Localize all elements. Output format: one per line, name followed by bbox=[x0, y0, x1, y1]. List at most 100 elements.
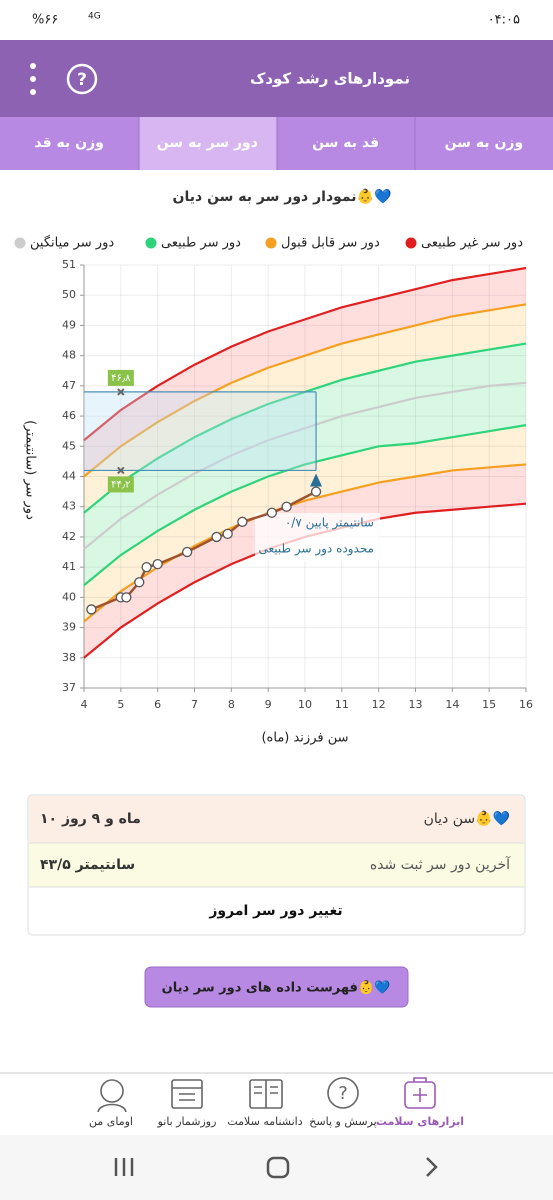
nav-glyph: ? bbox=[338, 1083, 348, 1104]
y-tick-label: 48 bbox=[62, 349, 76, 362]
menu-button[interactable] bbox=[30, 63, 36, 95]
x-tick-label: 15 bbox=[482, 698, 496, 711]
y-tick-label: 42 bbox=[62, 530, 76, 543]
ref-marker bbox=[117, 466, 125, 475]
x-tick-label: 16 bbox=[519, 698, 533, 711]
y-tick-label: 51 bbox=[62, 258, 76, 271]
child-point bbox=[211, 531, 222, 543]
legend-swatch bbox=[405, 237, 417, 249]
legend-label: دور سر غیر طبیعی bbox=[421, 236, 523, 251]
child-point bbox=[281, 501, 292, 512]
x-tick-label: 9 bbox=[265, 698, 272, 711]
nav-label[interactable]: دانشنامه سلامت bbox=[227, 1115, 302, 1128]
x-tick-label: 10 bbox=[298, 698, 312, 711]
card-value: ۴۳/۵ سانتیمتر bbox=[40, 857, 135, 873]
battery: %۶۶ bbox=[32, 13, 58, 28]
legend-swatch bbox=[14, 237, 26, 249]
child-point bbox=[152, 558, 163, 570]
legend-label: دور سر طبیعی bbox=[161, 236, 241, 251]
y-axis-label: دور سر (سانتیمتر) bbox=[23, 420, 38, 520]
help-button[interactable] bbox=[66, 63, 98, 95]
card-value: ۱۰ ماه و ۹ روز bbox=[40, 811, 141, 827]
app-bar bbox=[0, 40, 553, 117]
y-tick-label: 44 bbox=[62, 470, 76, 483]
card-action[interactable]: تغییر دور سر امروز bbox=[208, 903, 342, 919]
child-point bbox=[141, 561, 152, 573]
x-tick-label: 13 bbox=[409, 698, 423, 711]
list-button-label: فهرست داده های دور سر دیان👶💙 bbox=[162, 980, 391, 996]
card-label: آخرین دور سر ثبت شده bbox=[370, 856, 511, 873]
network: 4G bbox=[88, 12, 101, 22]
legend-swatch bbox=[265, 237, 277, 249]
ref-label: ۴۴٫۲ bbox=[111, 479, 130, 490]
ref-label-box bbox=[107, 476, 134, 493]
y-tick-label: 37 bbox=[62, 681, 76, 694]
percentile-line bbox=[83, 303, 527, 478]
x-tick-label: 6 bbox=[154, 698, 161, 711]
list-button[interactable] bbox=[144, 966, 409, 1008]
app-title: نمودارهای رشد کودک bbox=[250, 70, 410, 88]
nav-label[interactable]: اومای من bbox=[89, 1115, 133, 1128]
system-nav bbox=[0, 1135, 553, 1200]
tab-label[interactable]: قد به سن bbox=[312, 135, 379, 151]
tab-selected bbox=[139, 117, 277, 170]
clock: ۰۴:۰۵ bbox=[488, 13, 520, 28]
card-row bbox=[29, 843, 524, 887]
card-label: سن دیان👶💙 bbox=[424, 810, 511, 827]
note: محدوده دور سر طبیعی bbox=[258, 542, 374, 557]
y-tick-label: 49 bbox=[62, 318, 76, 331]
child-point bbox=[237, 516, 248, 527]
help-icon: ? bbox=[77, 70, 87, 90]
y-tick-label: 39 bbox=[62, 621, 76, 634]
ref-marker bbox=[117, 388, 125, 396]
child-point bbox=[86, 604, 97, 615]
ref-arrow bbox=[310, 473, 323, 487]
x-tick-label: 7 bbox=[191, 698, 198, 711]
y-tick-label: 43 bbox=[62, 500, 76, 513]
nav-label[interactable]: روزشمار بانو bbox=[157, 1115, 217, 1128]
tab-label[interactable]: وزن به سن bbox=[445, 135, 524, 151]
ref-area bbox=[84, 391, 317, 471]
nav-label[interactable]: پرسش و پاسخ bbox=[309, 1115, 376, 1128]
note: ۰/۷ سانتیمتر پایین bbox=[285, 516, 374, 531]
x-tick-label: 14 bbox=[445, 698, 459, 711]
child-point bbox=[266, 507, 278, 518]
ref-label-box bbox=[107, 369, 134, 386]
tab-label[interactable]: وزن به قد bbox=[34, 135, 103, 151]
legend-label: دور سر میانگین bbox=[30, 235, 114, 251]
card-row bbox=[29, 796, 524, 843]
percentile-line bbox=[83, 381, 527, 550]
x-tick-label: 4 bbox=[81, 698, 88, 711]
child-point bbox=[310, 486, 322, 497]
chart-title: نمودار دور سر به سن دیان👶💙 bbox=[173, 188, 392, 205]
nav-icons: ? bbox=[97, 1077, 436, 1113]
child-point bbox=[134, 577, 145, 588]
x-tick-label: 11 bbox=[335, 698, 349, 711]
x-axis-label: سن فرزند (ماه) bbox=[261, 731, 348, 746]
percentile-line bbox=[83, 266, 527, 442]
tab-label[interactable]: دور سر به سن bbox=[157, 135, 258, 151]
x-tick-label: 8 bbox=[228, 698, 235, 711]
y-tick-label: 50 bbox=[62, 288, 76, 301]
y-tick-label: 38 bbox=[62, 651, 76, 664]
child-point bbox=[222, 528, 233, 540]
legend-swatch bbox=[145, 237, 157, 249]
percentile-line bbox=[83, 424, 527, 587]
nav-label[interactable]: ابزارهای سلامت bbox=[376, 1115, 464, 1128]
y-tick-label: 40 bbox=[62, 590, 76, 603]
child-point bbox=[181, 546, 193, 558]
x-tick-label: 12 bbox=[372, 698, 386, 711]
status-bar bbox=[0, 0, 553, 40]
y-tick-label: 46 bbox=[62, 409, 76, 422]
note-box bbox=[255, 513, 380, 561]
y-tick-label: 41 bbox=[62, 560, 76, 573]
child-point bbox=[121, 592, 132, 603]
y-tick-label: 47 bbox=[62, 379, 76, 392]
legend-label: دور سر قابل قبول bbox=[281, 236, 380, 251]
y-tick-label: 45 bbox=[62, 439, 76, 452]
x-tick-label: 5 bbox=[117, 698, 124, 711]
tab-dividers bbox=[138, 117, 416, 170]
ref-label: ۴۶٫۸ bbox=[111, 373, 131, 384]
system-buttons bbox=[114, 1156, 438, 1179]
